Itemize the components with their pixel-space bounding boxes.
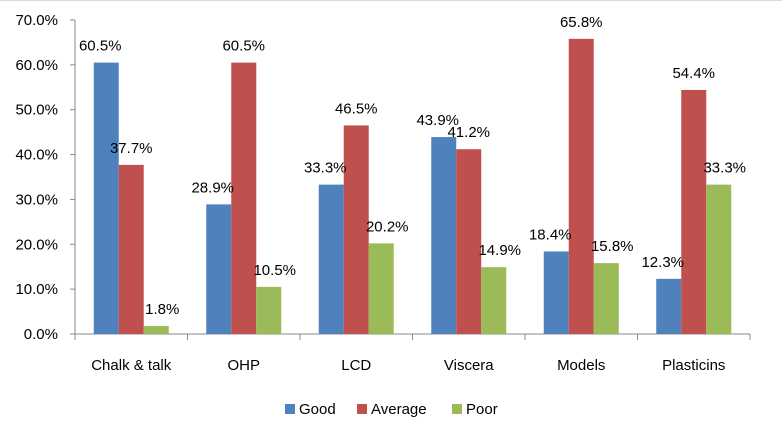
y-tick-label: 70.0% (15, 12, 58, 29)
data-label-good: 43.9% (416, 112, 459, 129)
data-label-average: 41.2% (447, 124, 490, 141)
x-category-label: OHP (227, 357, 260, 374)
bar-poor-4 (593, 263, 619, 334)
data-labels: 60.5% 28.9% 33.3% 43.9% 18.4% 12.3% 37.7% 60.5%… (79, 14, 746, 318)
data-label-good: 60.5% (79, 38, 122, 55)
bar-good-1 (206, 204, 232, 334)
legend: Good Average Poor (285, 401, 498, 418)
data-label-average: 37.7% (110, 140, 153, 157)
x-category-label: Models (557, 357, 605, 374)
bar-average-0 (118, 164, 144, 334)
legend-item-average: Average (357, 401, 427, 418)
bar-average-5 (681, 89, 707, 334)
bar-poor-1 (256, 286, 282, 334)
legend-item-poor: Poor (452, 401, 498, 418)
y-tick-label: 50.0% (15, 102, 58, 119)
bars (93, 38, 732, 335)
y-tick-label: 30.0% (15, 191, 58, 208)
x-category-label: Viscera (444, 357, 494, 374)
bar-good-0 (93, 62, 119, 334)
bar-average-3 (456, 149, 482, 334)
data-label-good: 33.3% (304, 160, 347, 177)
data-label-poor: 1.8% (145, 301, 179, 318)
bar-poor-3 (481, 267, 507, 334)
data-label-average: 46.5% (335, 100, 378, 117)
legend-swatch (452, 404, 462, 414)
data-label-poor: 14.9% (478, 242, 521, 259)
legend-label: Poor (466, 401, 498, 418)
data-label-average: 65.8% (560, 14, 603, 31)
bar-poor-2 (368, 243, 394, 334)
data-label-good: 18.4% (529, 226, 572, 243)
bar-good-4 (543, 251, 569, 334)
legend-item-good: Good (285, 401, 336, 418)
x-axis: Chalk & talk OHP LCD Viscera Models Plasticin… (74, 333, 751, 374)
data-label-poor: 10.5% (253, 262, 296, 279)
legend-label: Average (371, 401, 427, 418)
x-category-label: Chalk & talk (91, 357, 172, 374)
x-category-label: LCD (341, 357, 371, 374)
y-tick-label: 0.0% (24, 326, 58, 343)
data-label-average: 54.4% (672, 65, 715, 82)
y-tick-label: 10.0% (15, 281, 58, 298)
bar-good-3 (431, 137, 457, 334)
y-axis: 0.0% 10.0% 20.0% 30.0% 40.0% 50.0% 60.0% 70.0% (15, 12, 76, 343)
data-label-poor: 20.2% (366, 218, 409, 235)
legend-label: Good (299, 401, 336, 418)
y-tick-label: 60.0% (15, 57, 58, 74)
bar-average-1 (231, 62, 257, 334)
data-label-average: 60.5% (222, 38, 265, 55)
bar-good-2 (318, 184, 344, 334)
data-label-poor: 15.8% (591, 238, 634, 255)
legend-swatch (357, 404, 367, 414)
bar-average-4 (568, 38, 594, 335)
y-tick-label: 40.0% (15, 147, 58, 164)
x-category-label: Plasticins (662, 357, 725, 374)
data-label-good: 12.3% (641, 254, 684, 271)
bar-poor-5 (706, 184, 732, 334)
bar-average-2 (343, 125, 369, 335)
legend-swatch (285, 404, 295, 414)
bar-good-5 (656, 278, 682, 334)
data-label-poor: 33.3% (703, 160, 746, 177)
y-tick-label: 20.0% (15, 236, 58, 253)
data-label-good: 28.9% (191, 179, 234, 196)
bar-poor-0 (143, 325, 169, 334)
